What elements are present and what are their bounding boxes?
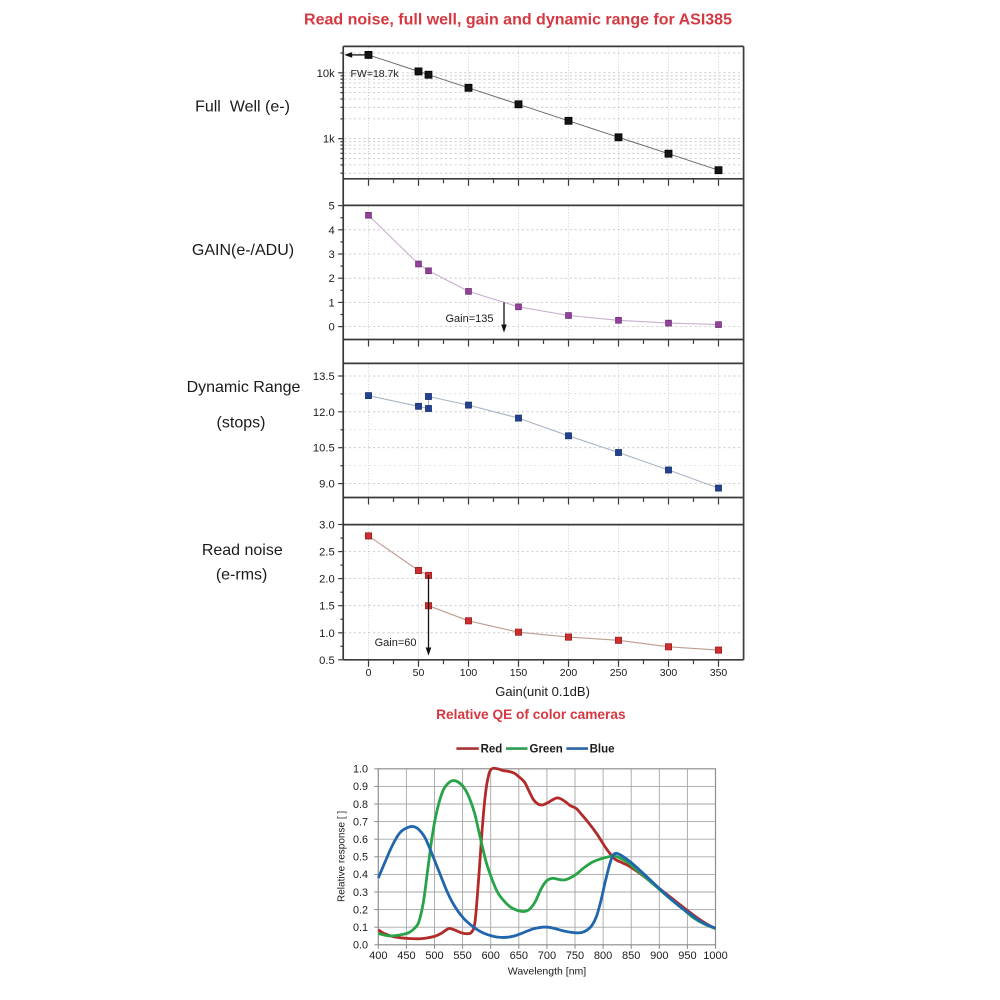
- svg-text:600: 600: [482, 950, 500, 962]
- svg-text:1: 1: [328, 297, 334, 309]
- svg-text:450: 450: [397, 950, 415, 962]
- svg-text:1.5: 1.5: [319, 601, 335, 613]
- svg-text:0.1: 0.1: [353, 922, 368, 934]
- svg-text:50: 50: [413, 667, 425, 679]
- svg-text:1k: 1k: [323, 134, 335, 146]
- svg-text:Blue: Blue: [590, 744, 615, 756]
- svg-text:2.5: 2.5: [319, 547, 335, 559]
- svg-text:850: 850: [622, 950, 640, 962]
- svg-text:5: 5: [328, 201, 334, 213]
- svg-text:Gain(unit 0.1dB): Gain(unit 0.1dB): [495, 684, 590, 699]
- svg-text:1000: 1000: [703, 950, 727, 962]
- svg-text:Relative response [ ]: Relative response [ ]: [337, 811, 348, 902]
- svg-text:9.0: 9.0: [319, 479, 335, 491]
- svg-text:1.0: 1.0: [353, 764, 368, 776]
- svg-text:750: 750: [566, 950, 584, 962]
- svg-text:Full Well (e-): Full Well (e-): [195, 99, 290, 116]
- svg-text:650: 650: [510, 950, 528, 962]
- svg-text:Wavelength [nm]: Wavelength [nm]: [508, 966, 586, 978]
- svg-text:1.0: 1.0: [319, 628, 335, 640]
- svg-text:500: 500: [425, 950, 443, 962]
- svg-text:Gain=60: Gain=60: [375, 637, 417, 649]
- svg-text:400: 400: [369, 950, 387, 962]
- svg-text:0.7: 0.7: [353, 816, 368, 828]
- svg-text:0.3: 0.3: [353, 887, 368, 899]
- svg-text:200: 200: [560, 667, 578, 679]
- svg-text:0.6: 0.6: [353, 834, 368, 846]
- svg-text:800: 800: [594, 950, 612, 962]
- svg-text:250: 250: [610, 667, 628, 679]
- svg-text:550: 550: [453, 950, 471, 962]
- svg-text:350: 350: [710, 667, 728, 679]
- svg-text:0.0: 0.0: [353, 940, 368, 952]
- svg-text:100: 100: [460, 667, 478, 679]
- svg-text:0.9: 0.9: [353, 781, 368, 793]
- svg-text:300: 300: [660, 667, 678, 679]
- svg-text:GAIN(e-/ADU): GAIN(e-/ADU): [192, 242, 294, 259]
- svg-text:0: 0: [328, 322, 334, 334]
- svg-text:Read noise, full well, gain an: Read noise, full well, gain and dynamic …: [304, 12, 732, 29]
- svg-text:900: 900: [650, 950, 668, 962]
- svg-text:0.2: 0.2: [353, 904, 368, 916]
- svg-text:950: 950: [678, 950, 696, 962]
- svg-text:13.5: 13.5: [313, 371, 335, 383]
- svg-text:2: 2: [328, 273, 334, 285]
- svg-text:3.0: 3.0: [319, 520, 335, 532]
- svg-text:10k: 10k: [317, 68, 335, 80]
- svg-text:3: 3: [328, 249, 334, 261]
- svg-text:Read noise: Read noise: [202, 542, 283, 559]
- svg-text:4: 4: [328, 225, 334, 237]
- svg-text:150: 150: [510, 667, 528, 679]
- svg-text:(stops): (stops): [217, 415, 266, 432]
- svg-text:Relative QE of color cameras: Relative QE of color cameras: [436, 707, 626, 722]
- svg-text:0.4: 0.4: [353, 869, 368, 881]
- svg-text:0.5: 0.5: [319, 655, 335, 667]
- svg-text:FW=18.7k: FW=18.7k: [351, 68, 400, 80]
- svg-text:10.5: 10.5: [313, 443, 335, 455]
- svg-text:Gain=135: Gain=135: [445, 313, 493, 325]
- svg-text:(e-rms): (e-rms): [216, 567, 268, 584]
- svg-text:700: 700: [538, 950, 556, 962]
- svg-text:12.0: 12.0: [313, 407, 335, 419]
- svg-text:0: 0: [366, 667, 372, 679]
- svg-text:Dynamic Range: Dynamic Range: [187, 379, 301, 396]
- svg-text:2.0: 2.0: [319, 574, 335, 586]
- svg-text:0.8: 0.8: [353, 799, 368, 811]
- svg-text:Green: Green: [530, 744, 563, 756]
- svg-text:0.5: 0.5: [353, 852, 368, 864]
- svg-text:Red: Red: [481, 744, 503, 756]
